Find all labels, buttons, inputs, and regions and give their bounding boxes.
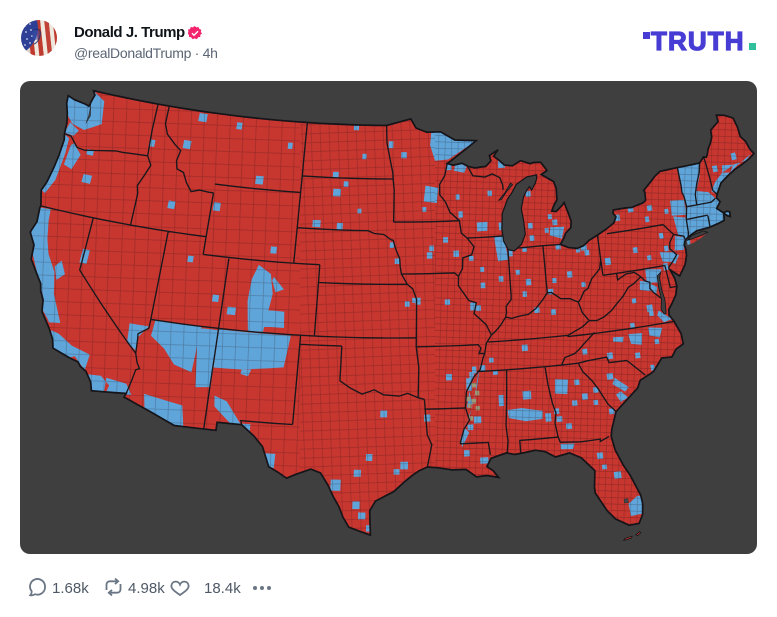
svg-text:18.4k: 18.4k [204,580,241,597]
svg-text:1.68k: 1.68k [52,580,89,597]
svg-text:4.98k: 4.98k [128,580,165,597]
